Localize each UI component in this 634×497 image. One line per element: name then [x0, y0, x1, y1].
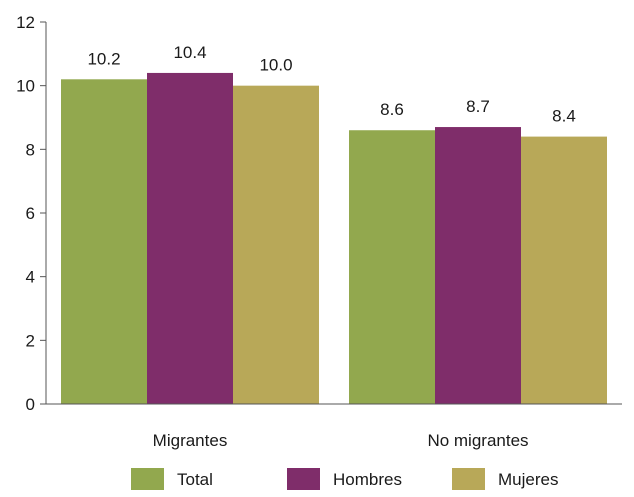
x-tick-label: Migrantes	[153, 431, 228, 450]
bar-mujeres-1	[233, 85, 319, 405]
bar-total-1	[61, 79, 147, 405]
data-label: 8.7	[466, 97, 490, 116]
legend: Total Hombres Mujeres	[131, 468, 558, 490]
legend-label-total: Total	[177, 470, 213, 489]
data-label: 10.2	[87, 49, 120, 68]
x-tick-label: No migrantes	[427, 431, 528, 450]
legend-swatch-total	[131, 468, 164, 490]
bar-mujeres-2	[521, 136, 607, 404]
y-tick-label: 12	[16, 13, 35, 32]
data-label: 10.0	[259, 56, 292, 75]
legend-swatch-hombres	[287, 468, 320, 490]
y-tick-label: 2	[26, 331, 35, 350]
legend-label-mujeres: Mujeres	[498, 470, 558, 489]
bar-hombres-2	[435, 127, 521, 405]
y-tick-label: 4	[26, 268, 35, 287]
y-axis-ticks: 0 2 4 6 8 10 12	[16, 13, 46, 414]
y-tick-label: 10	[16, 77, 35, 96]
legend-label-hombres: Hombres	[333, 470, 402, 489]
data-labels: 10.2 10.4 10.0 8.6 8.7 8.4	[87, 43, 575, 126]
data-label: 8.4	[552, 107, 576, 126]
y-tick-label: 6	[26, 204, 35, 223]
data-label: 10.4	[173, 43, 206, 62]
x-axis-labels: Migrantes No migrantes	[153, 431, 529, 450]
y-tick-label: 8	[26, 140, 35, 159]
y-tick-label: 0	[26, 395, 35, 414]
bar-hombres-1	[147, 72, 233, 404]
bar-total-2	[349, 130, 435, 404]
data-label: 8.6	[380, 100, 404, 119]
bars	[61, 72, 607, 405]
legend-swatch-mujeres	[452, 468, 485, 490]
